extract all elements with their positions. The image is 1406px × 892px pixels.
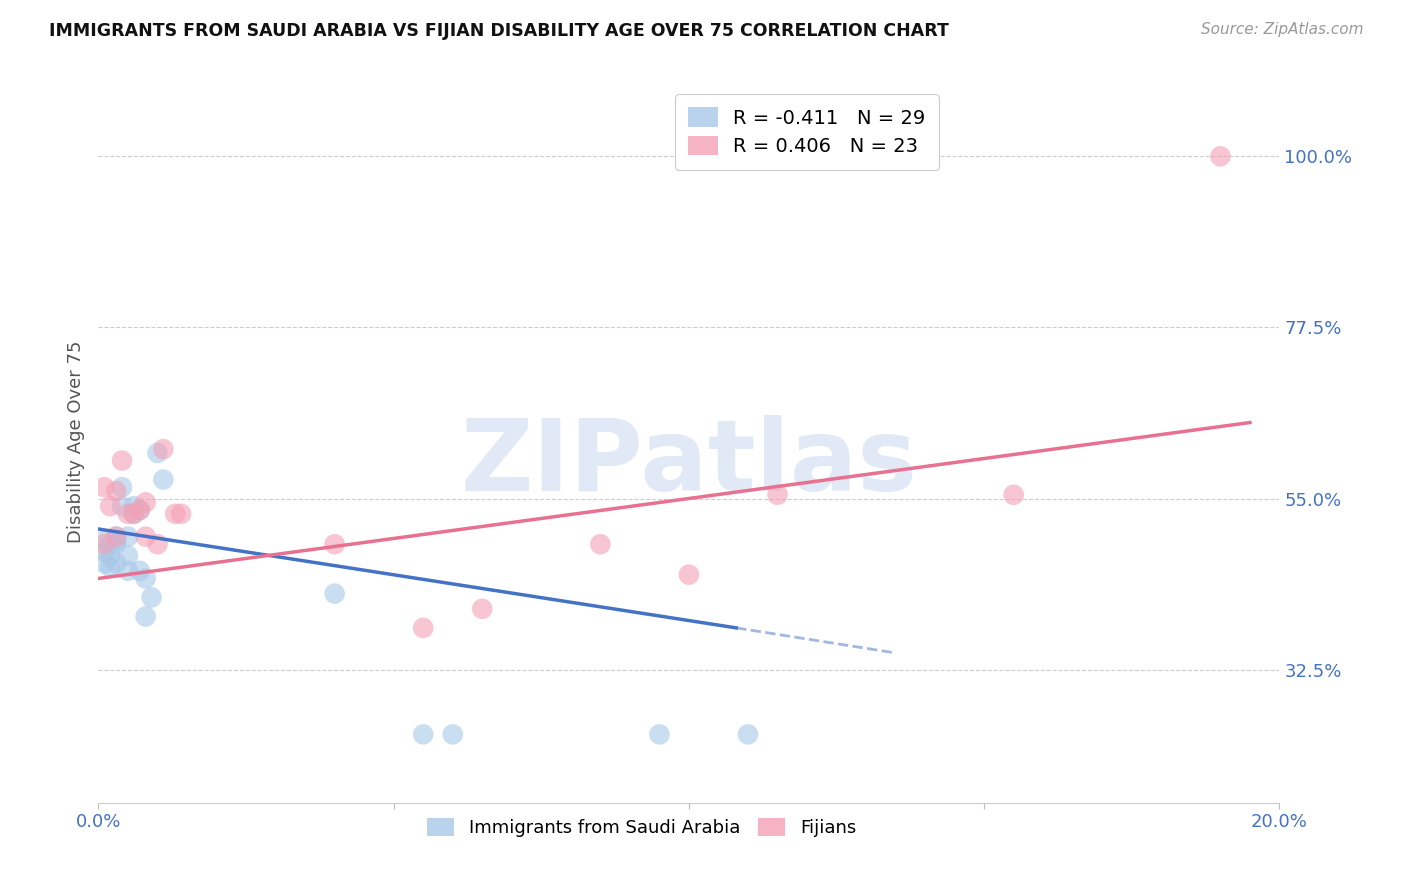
Point: [105, 530, 128, 544]
Y-axis label: Disability Age Over 75: Disability Age Over 75: [66, 340, 84, 543]
Point: [117, 564, 139, 578]
Point: [146, 537, 169, 551]
Point: [98, 560, 121, 574]
Point: [152, 473, 174, 487]
Point: [111, 480, 134, 494]
Legend: Immigrants from Saudi Arabia, Fijians: Immigrants from Saudi Arabia, Fijians: [420, 811, 863, 845]
Point: [105, 556, 128, 570]
Point: [135, 571, 157, 585]
Point: [128, 503, 150, 517]
Point: [93, 556, 115, 570]
Point: [93, 480, 115, 494]
Point: [93, 545, 115, 559]
Point: [117, 530, 139, 544]
Point: [105, 483, 128, 498]
Point: [93, 533, 115, 548]
Point: [471, 602, 494, 616]
Point: [117, 507, 139, 521]
Point: [105, 533, 128, 548]
Point: [105, 530, 128, 544]
Point: [93, 537, 115, 551]
Point: [141, 591, 163, 605]
Point: [98, 549, 121, 563]
Point: [146, 446, 169, 460]
Text: Source: ZipAtlas.com: Source: ZipAtlas.com: [1201, 22, 1364, 37]
Point: [678, 567, 700, 582]
Point: [128, 503, 150, 517]
Point: [98, 499, 121, 513]
Point: [111, 499, 134, 513]
Point: [412, 621, 434, 635]
Point: [135, 495, 157, 509]
Point: [441, 727, 464, 741]
Point: [105, 537, 128, 551]
Point: [1209, 149, 1232, 163]
Point: [165, 507, 187, 521]
Point: [323, 537, 346, 551]
Point: [648, 727, 671, 741]
Text: ZIPatlas: ZIPatlas: [461, 415, 917, 512]
Point: [128, 564, 150, 578]
Point: [135, 609, 157, 624]
Text: IMMIGRANTS FROM SAUDI ARABIA VS FIJIAN DISABILITY AGE OVER 75 CORRELATION CHART: IMMIGRANTS FROM SAUDI ARABIA VS FIJIAN D…: [49, 22, 949, 40]
Point: [111, 453, 134, 467]
Point: [122, 499, 145, 513]
Point: [135, 530, 157, 544]
Point: [766, 488, 789, 502]
Point: [152, 442, 174, 457]
Point: [1002, 488, 1025, 502]
Point: [98, 537, 121, 551]
Point: [117, 549, 139, 563]
Point: [412, 727, 434, 741]
Point: [589, 537, 612, 551]
Point: [737, 727, 759, 741]
Point: [170, 507, 193, 521]
Point: [122, 507, 145, 521]
Point: [323, 587, 346, 601]
Point: [122, 507, 145, 521]
